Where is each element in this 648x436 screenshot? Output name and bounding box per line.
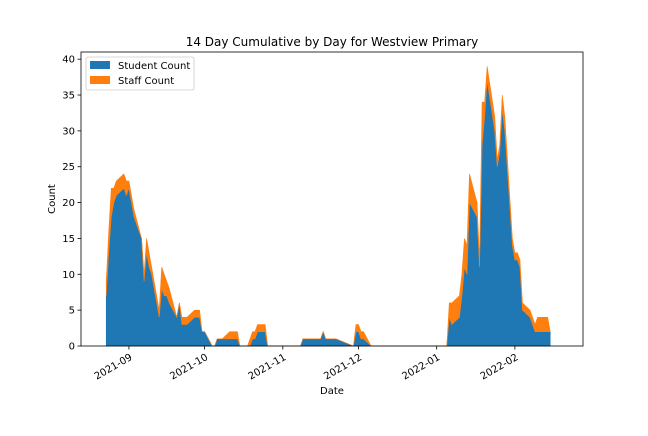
y-tick-label: 25 (62, 162, 75, 173)
legend-label-staff: Staff Count (118, 76, 174, 87)
plot-frame (80, 51, 584, 347)
y-tick-label: 30 (62, 126, 75, 137)
legend-swatch-staff (90, 76, 110, 84)
legend-box (85, 56, 195, 91)
y-tick-label: 40 (62, 55, 75, 66)
x-tick-label: 2022-02 (479, 352, 521, 382)
area-series-staff (105, 66, 551, 347)
y-axis-label: Count (47, 184, 58, 214)
x-tick-label: 2021-11 (247, 352, 289, 382)
y-tick-label: 10 (62, 270, 75, 281)
y-tick-label: 15 (62, 234, 75, 245)
y-axis: 0 5 10 15 20 25 30 35 40 (62, 55, 81, 353)
x-tick-label: 2021-10 (168, 352, 210, 382)
y-tick-label: 20 (62, 198, 75, 209)
y-tick-label: 5 (69, 306, 75, 317)
x-axis: 2021-09 2021-10 2021-11 2021-12 2022-01 2022-… (93, 346, 521, 382)
x-tick-label: 2021-12 (322, 352, 364, 382)
legend-label-student: Student Count (118, 61, 190, 72)
y-tick-label: 0 (69, 342, 75, 353)
x-tick-label: 2022-01 (401, 352, 443, 382)
chart-title: 14 Day Cumulative by Day for Westview Pr… (186, 35, 479, 49)
y-tick-label: 35 (62, 91, 75, 102)
series-areas (105, 66, 551, 347)
x-tick-label: 2021-09 (93, 352, 135, 382)
x-axis-label: Date (320, 386, 344, 397)
legend-swatch-student (90, 61, 110, 69)
legend: Student Count Staff Count (85, 56, 195, 91)
